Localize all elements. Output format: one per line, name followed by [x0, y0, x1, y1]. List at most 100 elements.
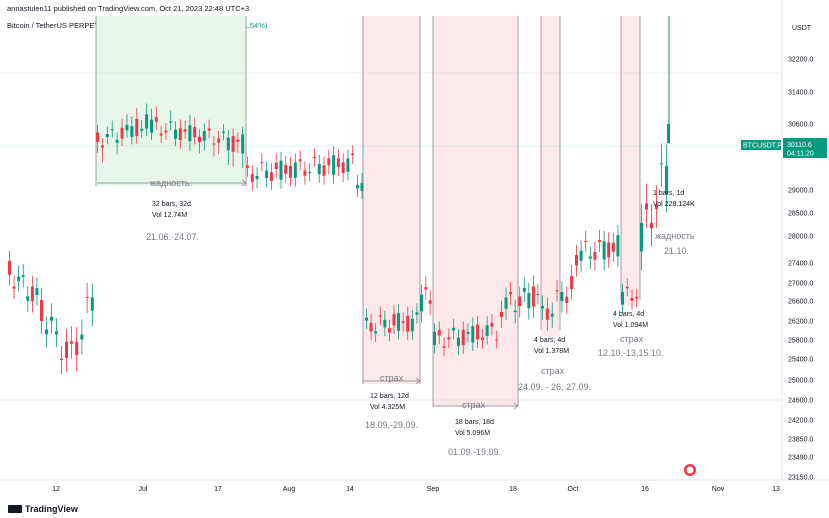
zone-5-label: страх	[620, 334, 644, 344]
x-tick-label: 16	[641, 486, 649, 493]
axis-layer: USDT32200.031400.030600.029800.029000.02…	[0, 0, 829, 493]
candle	[250, 174, 254, 182]
zone-2-bars: 12 bars, 12d	[370, 393, 409, 400]
candle	[588, 256, 592, 259]
candle	[485, 325, 489, 336]
y-tick-label: 29000.0	[788, 188, 813, 195]
zone-4-background	[541, 16, 560, 336]
candle	[531, 286, 535, 307]
candle	[392, 313, 396, 326]
y-tick-label: 23150.0	[788, 475, 813, 482]
tradingview-logo: TradingView	[8, 504, 78, 514]
zone-3-volume: Vol 5.096M	[455, 430, 490, 437]
y-tick-label: 26600.0	[788, 299, 813, 306]
candle	[406, 315, 410, 332]
candle	[500, 311, 503, 318]
y-tick-label: 32200.0	[788, 57, 813, 64]
tradingview-logo-icon	[8, 505, 22, 513]
candle	[246, 165, 249, 168]
candle	[555, 290, 559, 292]
candle	[360, 182, 364, 191]
us-flag-icon[interactable]	[684, 464, 696, 476]
candle	[293, 162, 297, 178]
candle	[630, 297, 634, 301]
candle	[490, 322, 494, 327]
candle	[437, 329, 441, 336]
candle	[322, 165, 326, 176]
candle	[30, 286, 34, 302]
x-tick-label: 17	[214, 486, 222, 493]
candle	[410, 318, 414, 332]
candle	[45, 329, 48, 335]
zone-6-label: жадность	[655, 231, 695, 241]
zone-2-volume: Vol 4.325M	[370, 404, 405, 411]
candle	[298, 159, 302, 162]
candle	[21, 275, 25, 277]
candle	[174, 129, 177, 139]
candle	[260, 162, 264, 164]
candle	[284, 164, 288, 174]
zone-4-bars: 4 bars, 4d	[534, 337, 565, 344]
zone-2-background	[363, 16, 420, 384]
candle	[80, 334, 84, 340]
candle	[255, 175, 259, 180]
candle	[509, 292, 513, 295]
candle	[397, 313, 401, 331]
zone-1-arrow-head	[241, 179, 247, 187]
candle	[198, 136, 201, 143]
candle	[584, 240, 588, 242]
y-tick-label: 25000.0	[788, 378, 813, 385]
candle	[26, 296, 30, 301]
candle	[265, 170, 269, 179]
candle	[50, 316, 53, 321]
candle	[193, 127, 197, 138]
candle	[447, 337, 451, 340]
zone-1-volume: Vol 12.74M	[152, 212, 187, 219]
zone-4-dates: 24.09. - 26, 27.09.	[518, 382, 591, 392]
y-tick-label: 25400.0	[788, 357, 813, 364]
candle	[570, 276, 574, 290]
candle	[635, 296, 639, 299]
candle	[616, 235, 620, 257]
candle	[522, 287, 526, 292]
candle	[466, 331, 470, 334]
candle	[40, 299, 43, 322]
candle	[575, 254, 578, 266]
candle	[308, 172, 312, 174]
candle	[231, 136, 235, 152]
candle	[401, 321, 405, 323]
candle	[611, 242, 615, 252]
candle	[236, 139, 240, 142]
zone-3-label: страх	[462, 400, 486, 410]
x-tick-label: 14	[346, 486, 354, 493]
candle	[480, 337, 484, 341]
zone-3-arrow-head	[513, 402, 519, 410]
y-tick-label: 23490.0	[788, 455, 813, 462]
candle	[365, 317, 368, 321]
candle	[327, 158, 331, 166]
zone-5-dates: 12.10.-13,15.10.	[598, 348, 664, 358]
candle	[269, 172, 273, 182]
y-tick-label: 28000.0	[788, 234, 813, 241]
x-tick-label: Sep	[427, 486, 440, 493]
candle	[110, 129, 114, 131]
candle	[90, 297, 94, 311]
candle	[607, 242, 611, 258]
candle	[241, 134, 245, 154]
y-tick-label: 30600.0	[788, 122, 813, 129]
candle	[8, 260, 11, 275]
candle	[665, 165, 668, 194]
candle	[650, 222, 653, 229]
candle	[274, 162, 278, 170]
candle	[188, 125, 192, 142]
candle	[312, 157, 316, 159]
candles-layer	[8, 16, 670, 375]
candle	[222, 131, 225, 133]
candle	[178, 128, 182, 140]
candle	[504, 297, 508, 309]
zone-6-bars: 1 bars, 1d	[653, 190, 684, 197]
candle	[96, 132, 99, 142]
candle	[212, 143, 216, 145]
candle	[154, 117, 158, 122]
